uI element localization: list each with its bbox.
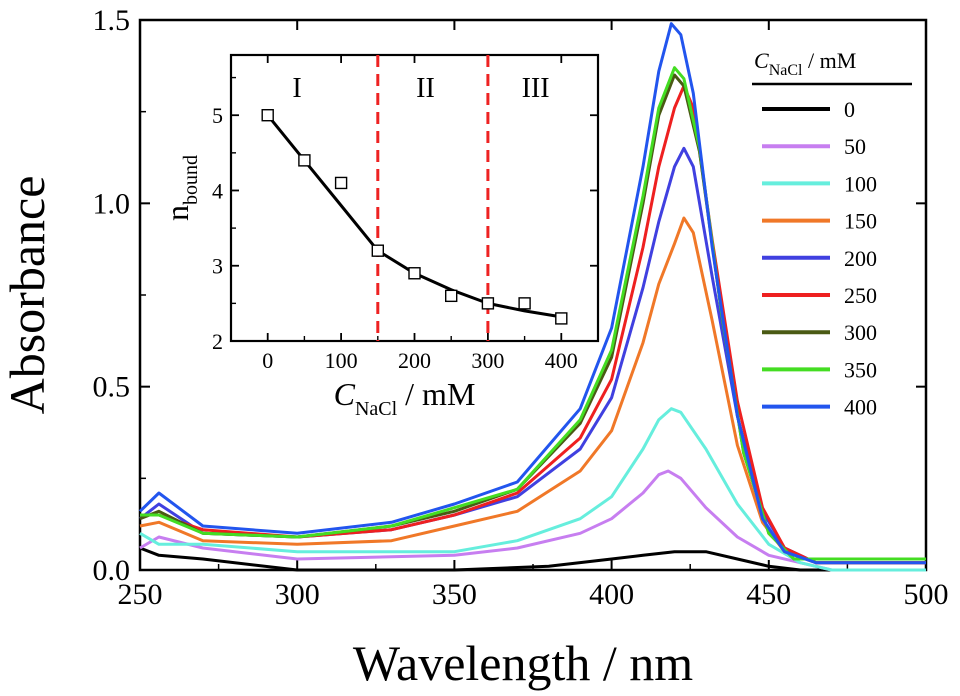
inset-x-axis-unit: / mM (397, 376, 475, 412)
legend-label-400: 400 (844, 395, 877, 420)
main-y-tick-label: 1.0 (93, 187, 131, 220)
inset-x-tick-label: 300 (471, 348, 504, 373)
inset-x-tick-label: 400 (545, 348, 578, 373)
legend-title: CNaCl / mM (754, 48, 856, 79)
inset-plot-frame (229, 53, 600, 343)
legend-title-sub: NaCl (769, 62, 803, 79)
legend-label-150: 150 (844, 209, 877, 234)
legend-label-100: 100 (844, 171, 877, 196)
inset-data-point (481, 297, 495, 310)
inset-x-tick-label: 100 (325, 348, 358, 373)
series-line-350 (140, 66, 926, 561)
main-y-tick-label: 0.5 (93, 371, 131, 404)
inset-data-point (555, 312, 568, 325)
inset-y-axis-sub: bound (180, 155, 202, 205)
inset-data-point (445, 289, 458, 303)
inset-data-point (408, 267, 421, 280)
inset-x-axis-title: CNaCl / mM (334, 376, 476, 420)
main-x-tick-label: 450 (746, 578, 791, 611)
series-line-400 (138, 22, 926, 565)
legend-title-var: C (754, 48, 769, 73)
main-x-tick-label: 300 (275, 578, 320, 611)
main-y-axis-title: Absorbance (0, 176, 55, 415)
inset-data-point (518, 297, 531, 310)
main-x-tick-label: 400 (589, 578, 634, 611)
main-y-tick-label: 1.5 (93, 4, 131, 37)
series-line-50 (139, 469, 926, 572)
inset-y-tick-label: 4 (212, 178, 223, 203)
inset-data-point (371, 244, 384, 257)
main-y-tick-label: 0.0 (93, 554, 131, 587)
inset-y-tick-label: 5 (212, 103, 223, 128)
legend-label-250: 250 (844, 283, 877, 308)
inset-region-label: I (292, 73, 301, 104)
main-x-tick-label: 250 (118, 578, 163, 611)
legend-label-200: 200 (844, 246, 877, 271)
series-line-100 (139, 407, 926, 572)
inset-x-tick-label: 0 (262, 348, 273, 373)
series-line-0 (139, 546, 926, 572)
inset-data-point (298, 154, 311, 167)
main-x-tick-label: 500 (904, 578, 949, 611)
inset-data-point (261, 109, 274, 122)
inset-y-axis-var: n (159, 205, 195, 221)
legend-title-unit: / mM (802, 48, 856, 73)
inset-data-point (334, 176, 348, 190)
legend-label-300: 300 (844, 320, 877, 345)
main-x-axis-title: Wavelength / nm (353, 635, 693, 691)
main-chart: 250 300 350 400 450 5000.00.51.01.5Wavelength… (0, 4, 949, 691)
inset-y-tick-label: 3 (212, 254, 223, 279)
inset-region-label: II (416, 73, 435, 104)
legend-label-0: 0 (844, 97, 855, 122)
main-x-tick-label: 350 (432, 578, 477, 611)
legend-label-350: 350 (844, 357, 877, 382)
inset-y-axis-title: nbound (159, 155, 202, 221)
series-line-150 (139, 216, 926, 565)
legend-label-50: 50 (844, 134, 866, 159)
legend: CNaCl / mM 0 50 100 150 200 250 300 350 400 (752, 48, 912, 420)
inset-region-label: III (522, 73, 550, 104)
inset-x-tick-label: 200 (398, 348, 431, 373)
inset-x-axis-sub: NaCl (355, 398, 398, 420)
inset-x-axis-var: C (334, 376, 356, 412)
inset-y-tick-label: 2 (212, 329, 223, 354)
